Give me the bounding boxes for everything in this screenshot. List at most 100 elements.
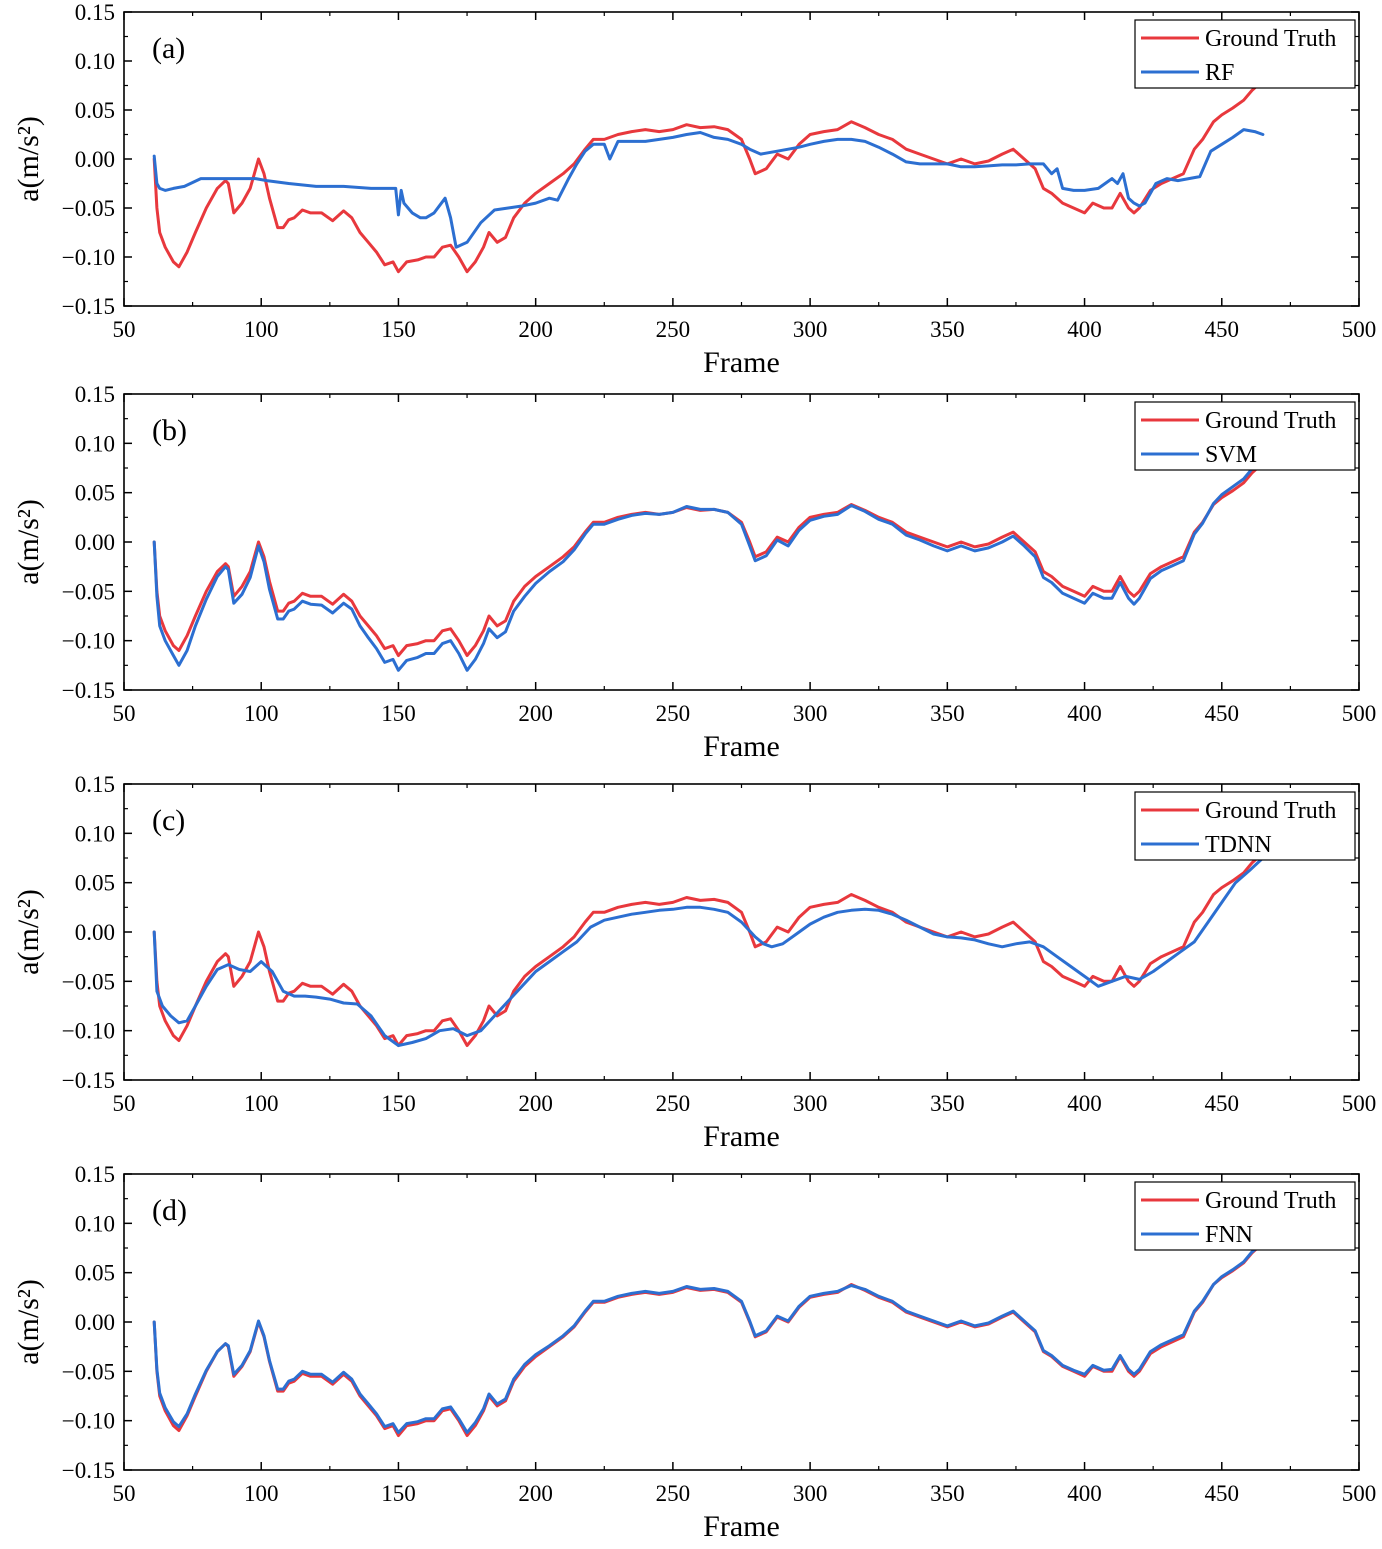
x-tick-label: 150 <box>381 701 416 726</box>
series-line-fnn <box>152 1241 1265 1434</box>
y-tick-label: −0.10 <box>62 629 115 654</box>
y-tick-label: −0.10 <box>62 245 115 270</box>
x-tick-label: 350 <box>930 317 965 342</box>
x-tick-label: 300 <box>793 317 828 342</box>
legend: Ground Truth RF <box>1134 19 1356 89</box>
x-tick-label: 400 <box>1067 317 1102 342</box>
y-tick-label: 0.15 <box>75 382 115 407</box>
y-tick-label: 0.00 <box>75 1310 115 1335</box>
legend-label: SVM <box>1205 442 1257 468</box>
y-tick-label: −0.05 <box>62 1359 115 1384</box>
y-tick-label: −0.15 <box>62 294 115 319</box>
x-tick-label: 100 <box>244 1091 279 1116</box>
x-tick-label: 350 <box>930 1091 965 1116</box>
x-tick-label: 150 <box>381 317 416 342</box>
x-tick-label: 50 <box>113 317 136 342</box>
x-tick-label: 150 <box>381 1091 416 1116</box>
x-axis-title: Frame <box>703 1510 780 1543</box>
legend-label: Ground Truth <box>1205 26 1336 52</box>
x-tick-label: 50 <box>113 1481 136 1506</box>
y-tick-label: 0.00 <box>75 147 115 172</box>
y-tick-label: −0.15 <box>62 1458 115 1483</box>
x-tick-label: 400 <box>1067 701 1102 726</box>
x-axis-title: Frame <box>703 346 780 379</box>
series-line-tdnn <box>152 856 1265 1047</box>
legend-label: Ground Truth <box>1205 408 1336 434</box>
y-tick-label: 0.15 <box>75 1162 115 1187</box>
x-tick-label: 50 <box>113 701 136 726</box>
x-tick-label: 50 <box>113 1091 136 1116</box>
x-tick-label: 250 <box>656 701 691 726</box>
series-line-rf <box>152 128 1265 249</box>
y-tick-label: 0.05 <box>75 481 115 506</box>
x-tick-label: 500 <box>1342 1091 1377 1116</box>
x-tick-label: 450 <box>1205 1481 1240 1506</box>
series-line-svm <box>152 458 1265 672</box>
y-tick-label: −0.10 <box>62 1409 115 1434</box>
y-tick-label: 0.05 <box>75 871 115 896</box>
x-tick-label: 500 <box>1342 701 1377 726</box>
x-tick-label: 450 <box>1205 1091 1240 1116</box>
y-tick-label: 0.10 <box>75 821 115 846</box>
x-tick-label: 200 <box>518 317 553 342</box>
chart-panel-3: 50 100 150 200 250 300 350 400 450 500 −0.15 −0.10 −… <box>12 1162 1376 1543</box>
y-tick-label: −0.10 <box>62 1019 115 1044</box>
chart-panel-2: 50 100 150 200 250 300 350 400 450 500 −0.15 −0.10 −… <box>12 772 1376 1153</box>
legend: Ground Truth SVM <box>1134 401 1356 471</box>
x-tick-label: 200 <box>518 1091 553 1116</box>
y-tick-label: 0.00 <box>75 530 115 555</box>
y-tick-label: −0.05 <box>62 969 115 994</box>
legend-label: Ground Truth <box>1205 1188 1336 1214</box>
y-tick-label: 0.15 <box>75 772 115 797</box>
x-tick-label: 250 <box>656 1091 691 1116</box>
y-tick-label: 0.15 <box>75 0 115 25</box>
y-tick-label: 0.10 <box>75 49 115 74</box>
x-tick-label: 350 <box>930 1481 965 1506</box>
series-line-ground-truth <box>152 461 1265 657</box>
y-axis-title: a(m/s²) <box>12 116 45 202</box>
x-tick-label: 100 <box>244 1481 279 1506</box>
y-axis-title: a(m/s²) <box>12 499 45 585</box>
legend-label: TDNN <box>1205 832 1272 858</box>
x-tick-label: 150 <box>381 1481 416 1506</box>
x-tick-label: 300 <box>793 1091 828 1116</box>
y-tick-label: −0.05 <box>62 196 115 221</box>
x-tick-label: 450 <box>1205 701 1240 726</box>
y-tick-label: 0.00 <box>75 920 115 945</box>
y-tick-label: −0.15 <box>62 678 115 703</box>
y-axis-title: a(m/s²) <box>12 889 45 975</box>
legend-box <box>1134 1181 1356 1251</box>
x-tick-label: 400 <box>1067 1091 1102 1116</box>
x-tick-label: 500 <box>1342 1481 1377 1506</box>
y-axis-title: a(m/s²) <box>12 1279 45 1365</box>
x-axis-title: Frame <box>703 1120 780 1153</box>
x-tick-label: 250 <box>656 317 691 342</box>
x-tick-label: 200 <box>518 1481 553 1506</box>
series-line-ground-truth <box>152 851 1265 1047</box>
panel-label: (d) <box>152 1194 187 1227</box>
y-tick-label: 0.05 <box>75 1261 115 1286</box>
x-tick-label: 300 <box>793 1481 828 1506</box>
y-tick-label: 0.10 <box>75 1211 115 1236</box>
x-tick-label: 450 <box>1205 317 1240 342</box>
legend: Ground Truth TDNN <box>1134 791 1356 861</box>
x-tick-label: 300 <box>793 701 828 726</box>
series-line-ground-truth <box>152 79 1265 274</box>
x-axis-title: Frame <box>703 730 780 763</box>
x-tick-label: 250 <box>656 1481 691 1506</box>
x-tick-label: 400 <box>1067 1481 1102 1506</box>
y-tick-label: 0.05 <box>75 98 115 123</box>
legend-box <box>1134 401 1356 471</box>
panel-label: (a) <box>152 32 185 65</box>
chart-panel-0: 50 100 150 200 250 300 350 400 450 500 −0.15 −0.10 −… <box>12 0 1376 379</box>
x-tick-label: 350 <box>930 701 965 726</box>
legend-label: FNN <box>1205 1222 1253 1248</box>
x-tick-label: 100 <box>244 701 279 726</box>
legend-label: RF <box>1205 60 1234 86</box>
legend-label: Ground Truth <box>1205 798 1336 824</box>
y-tick-label: −0.05 <box>62 579 115 604</box>
legend: Ground Truth FNN <box>1134 1181 1356 1251</box>
x-tick-label: 500 <box>1342 317 1377 342</box>
panel-label: (c) <box>152 804 185 837</box>
